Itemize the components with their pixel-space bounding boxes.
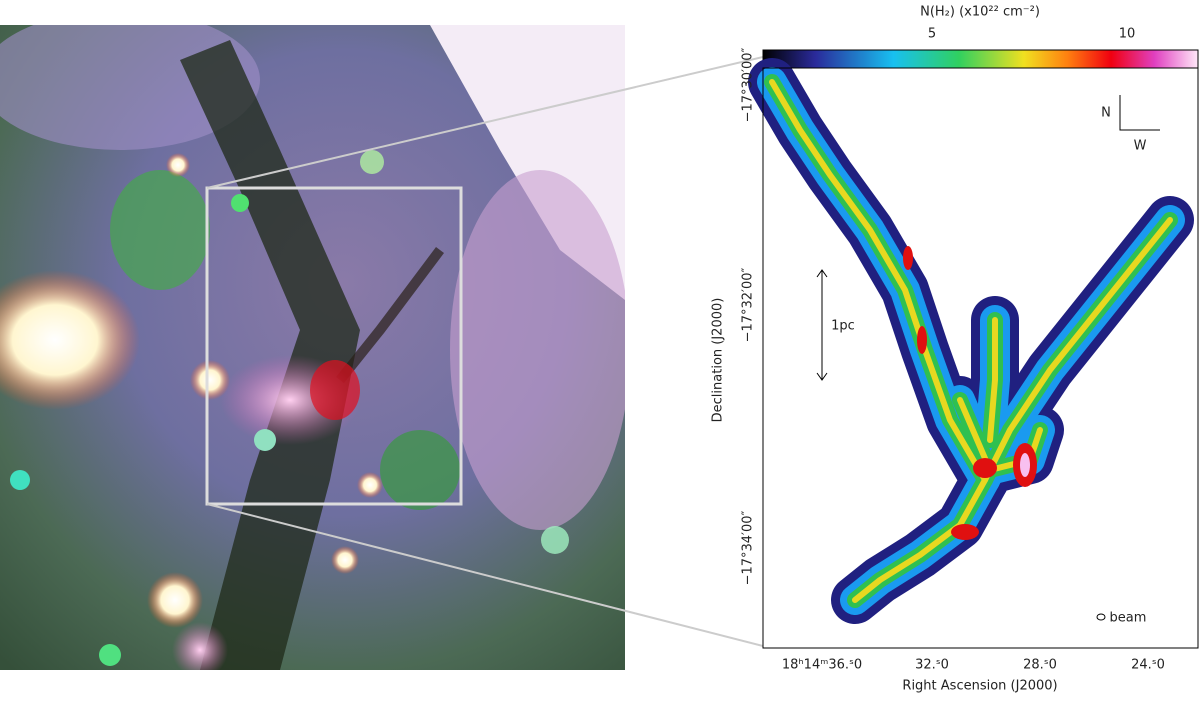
dec-tick: −17°34′00″ <box>741 510 756 585</box>
colorbar-label: N(H₂) (x10²² cm⁻²) <box>920 5 1040 20</box>
y-axis-label: Declination (J2000) <box>711 298 726 423</box>
column-density-map <box>772 82 1170 600</box>
compass <box>1119 95 1160 131</box>
scale-bar <box>816 269 828 381</box>
map-frame <box>762 67 1199 649</box>
beam-label: beam <box>1110 611 1147 626</box>
infrared-image <box>0 25 625 670</box>
ra-tick: 18ʰ14ᵐ36.ˢ0 <box>782 658 862 673</box>
dec-tick: −17°32′00″ <box>741 267 756 342</box>
colorbar-tick: 10 <box>1119 27 1136 42</box>
scale-label: 1pc <box>831 319 855 334</box>
beam-marker <box>1096 613 1106 621</box>
ra-tick: 28.ˢ0 <box>1023 658 1057 673</box>
ra-tick: 24.ˢ0 <box>1131 658 1165 673</box>
north-label: N <box>1101 106 1111 121</box>
x-axis-label: Right Ascension (J2000) <box>902 679 1057 694</box>
colorbar-tick: 5 <box>928 27 936 42</box>
dec-tick: −17°30′00″ <box>741 47 756 122</box>
colorbar <box>762 49 1199 69</box>
ra-tick: 32.ˢ0 <box>915 658 949 673</box>
west-label: W <box>1134 139 1147 154</box>
